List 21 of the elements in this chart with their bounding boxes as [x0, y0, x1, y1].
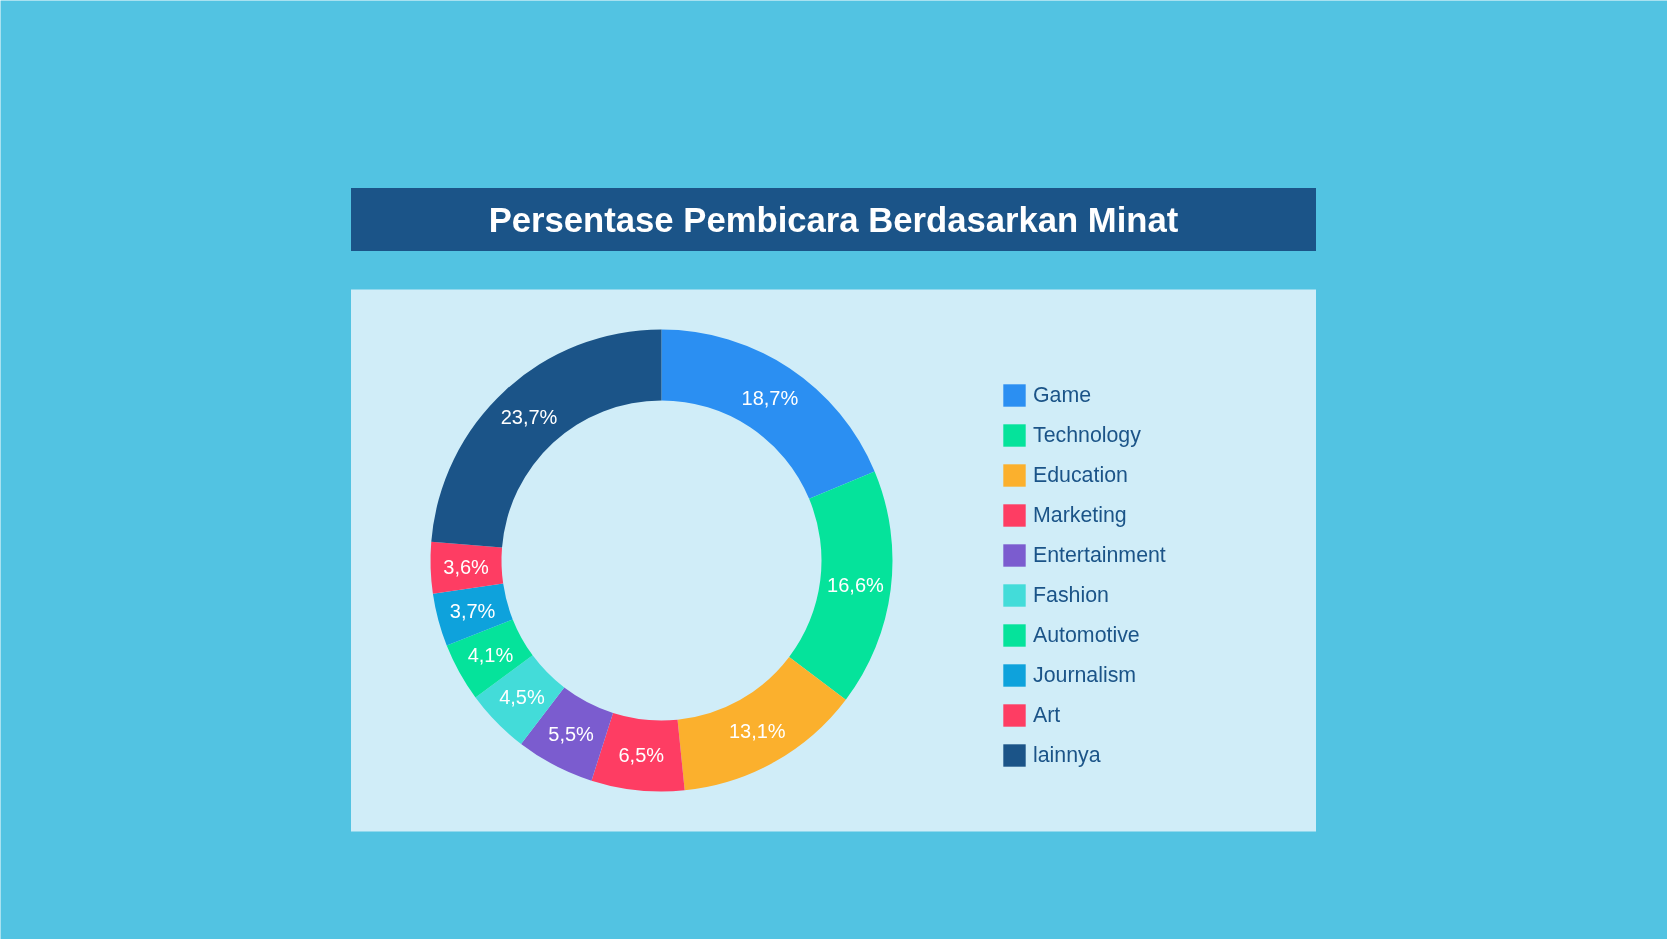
data-label: 16,6%: [827, 574, 885, 596]
legend-label: Automotive: [1033, 622, 1140, 648]
data-label: 4,5%: [499, 686, 545, 709]
data-label: 3,7%: [449, 599, 496, 622]
data-label: 18,7%: [741, 386, 799, 409]
legend-label: Education: [1033, 462, 1128, 488]
legend-label: lainnya: [1033, 742, 1101, 768]
data-label: 4,1%: [467, 644, 514, 667]
legend-label: Entertainment: [1033, 542, 1166, 568]
legend-label: Fashion: [1033, 582, 1109, 608]
data-label: 5,5%: [548, 722, 595, 745]
data-label: 23,7%: [500, 405, 558, 428]
data-label: 13,1%: [728, 719, 786, 742]
legend-label: Game: [1033, 382, 1092, 408]
legend-label: Marketing: [1033, 502, 1127, 528]
data-label: 6,5%: [618, 743, 665, 766]
data-label: 3,6%: [443, 555, 490, 578]
legend-label: Art: [1033, 702, 1061, 728]
legend-label: Journalism: [1033, 662, 1137, 688]
legend-label: Technology: [1033, 422, 1141, 448]
chart-title: Persentase Pembicara Berdasarkan Minat: [488, 200, 1179, 239]
